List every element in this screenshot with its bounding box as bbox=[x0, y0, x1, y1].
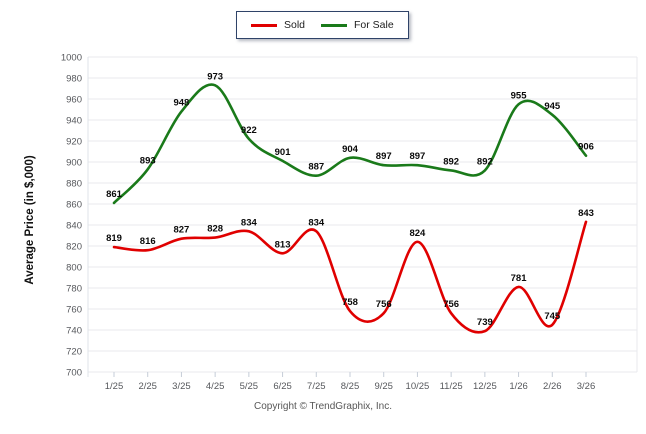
x-tick-label: 7/25 bbox=[307, 381, 326, 392]
data-label: 828 bbox=[207, 224, 223, 235]
data-label: 745 bbox=[544, 311, 561, 322]
x-tick-label: 9/25 bbox=[374, 381, 393, 392]
data-label: 955 bbox=[511, 90, 528, 101]
for-sale-line-swatch bbox=[321, 23, 348, 27]
x-tick-label: 3/26 bbox=[577, 381, 596, 392]
legend-item-sold: Sold bbox=[251, 20, 305, 31]
legend-label-sold: Sold bbox=[284, 18, 306, 31]
y-tick-label: 720 bbox=[66, 347, 82, 358]
data-label: 892 bbox=[443, 156, 459, 167]
data-label: 756 bbox=[376, 299, 392, 310]
x-tick-label: 11/25 bbox=[440, 381, 463, 392]
y-tick-label: 740 bbox=[66, 326, 82, 337]
data-label: 819 bbox=[106, 233, 122, 244]
x-tick-label: 3/25 bbox=[172, 381, 191, 392]
data-label: 834 bbox=[241, 217, 258, 228]
y-tick-label: 760 bbox=[66, 305, 82, 316]
data-label: 906 bbox=[578, 142, 594, 153]
sold-line-swatch bbox=[251, 23, 277, 27]
chart-legend: Sold For Sale bbox=[236, 11, 409, 39]
legend-item-for-sale: For Sale bbox=[321, 20, 394, 31]
y-tick-label: 1000 bbox=[61, 53, 82, 64]
series-path-for-sale bbox=[112, 83, 588, 205]
series-path-sold bbox=[112, 220, 588, 334]
legend-label-for-sale: For Sale bbox=[354, 18, 394, 31]
y-tick-label: 700 bbox=[66, 368, 82, 379]
data-label: 781 bbox=[511, 273, 528, 284]
data-label: 892 bbox=[477, 156, 493, 167]
y-tick-label: 960 bbox=[66, 95, 82, 106]
data-label: 922 bbox=[241, 125, 257, 136]
data-label: 901 bbox=[275, 147, 292, 158]
data-label: 887 bbox=[308, 162, 324, 173]
x-tick-label: 5/25 bbox=[240, 381, 259, 392]
x-tick-label: 2/26 bbox=[543, 381, 562, 392]
data-label: 813 bbox=[275, 239, 291, 250]
data-label: 827 bbox=[173, 225, 189, 236]
data-label: 758 bbox=[342, 297, 358, 308]
data-label: 756 bbox=[443, 299, 459, 310]
data-label: 834 bbox=[308, 217, 325, 228]
y-tick-label: 880 bbox=[66, 179, 82, 190]
x-tick-label: 8/25 bbox=[341, 381, 360, 392]
x-tick-label: 4/25 bbox=[206, 381, 225, 392]
copyright-text: Copyright © TrendGraphix, Inc. bbox=[254, 401, 392, 412]
x-tick-label: 6/25 bbox=[273, 381, 292, 392]
y-tick-label: 820 bbox=[66, 242, 82, 253]
data-label: 843 bbox=[578, 208, 594, 219]
data-label: 948 bbox=[173, 98, 189, 109]
data-label: 861 bbox=[106, 189, 123, 200]
data-label: 816 bbox=[140, 236, 156, 247]
x-tick-label: 12/25 bbox=[473, 381, 497, 392]
x-tick-label: 1/26 bbox=[509, 381, 528, 392]
y-tick-label: 800 bbox=[66, 263, 82, 274]
y-tick-label: 980 bbox=[66, 74, 82, 85]
x-tick-label: 2/25 bbox=[138, 381, 157, 392]
x-tick-label: 10/25 bbox=[406, 381, 430, 392]
y-tick-label: 920 bbox=[66, 137, 82, 148]
y-tick-label: 780 bbox=[66, 284, 82, 295]
data-label: 945 bbox=[544, 101, 561, 112]
y-tick-label: 940 bbox=[66, 116, 82, 127]
data-label: 739 bbox=[477, 317, 493, 328]
y-tick-label: 860 bbox=[66, 200, 82, 211]
data-label: 973 bbox=[207, 71, 223, 82]
y-tick-label: 900 bbox=[66, 158, 82, 169]
x-tick-label: 1/25 bbox=[105, 381, 124, 392]
data-label: 897 bbox=[376, 151, 392, 162]
data-label: 897 bbox=[409, 151, 425, 162]
data-label: 824 bbox=[409, 228, 426, 239]
y-tick-label: 840 bbox=[66, 221, 82, 232]
data-label: 893 bbox=[140, 155, 156, 166]
data-label: 904 bbox=[342, 144, 359, 155]
